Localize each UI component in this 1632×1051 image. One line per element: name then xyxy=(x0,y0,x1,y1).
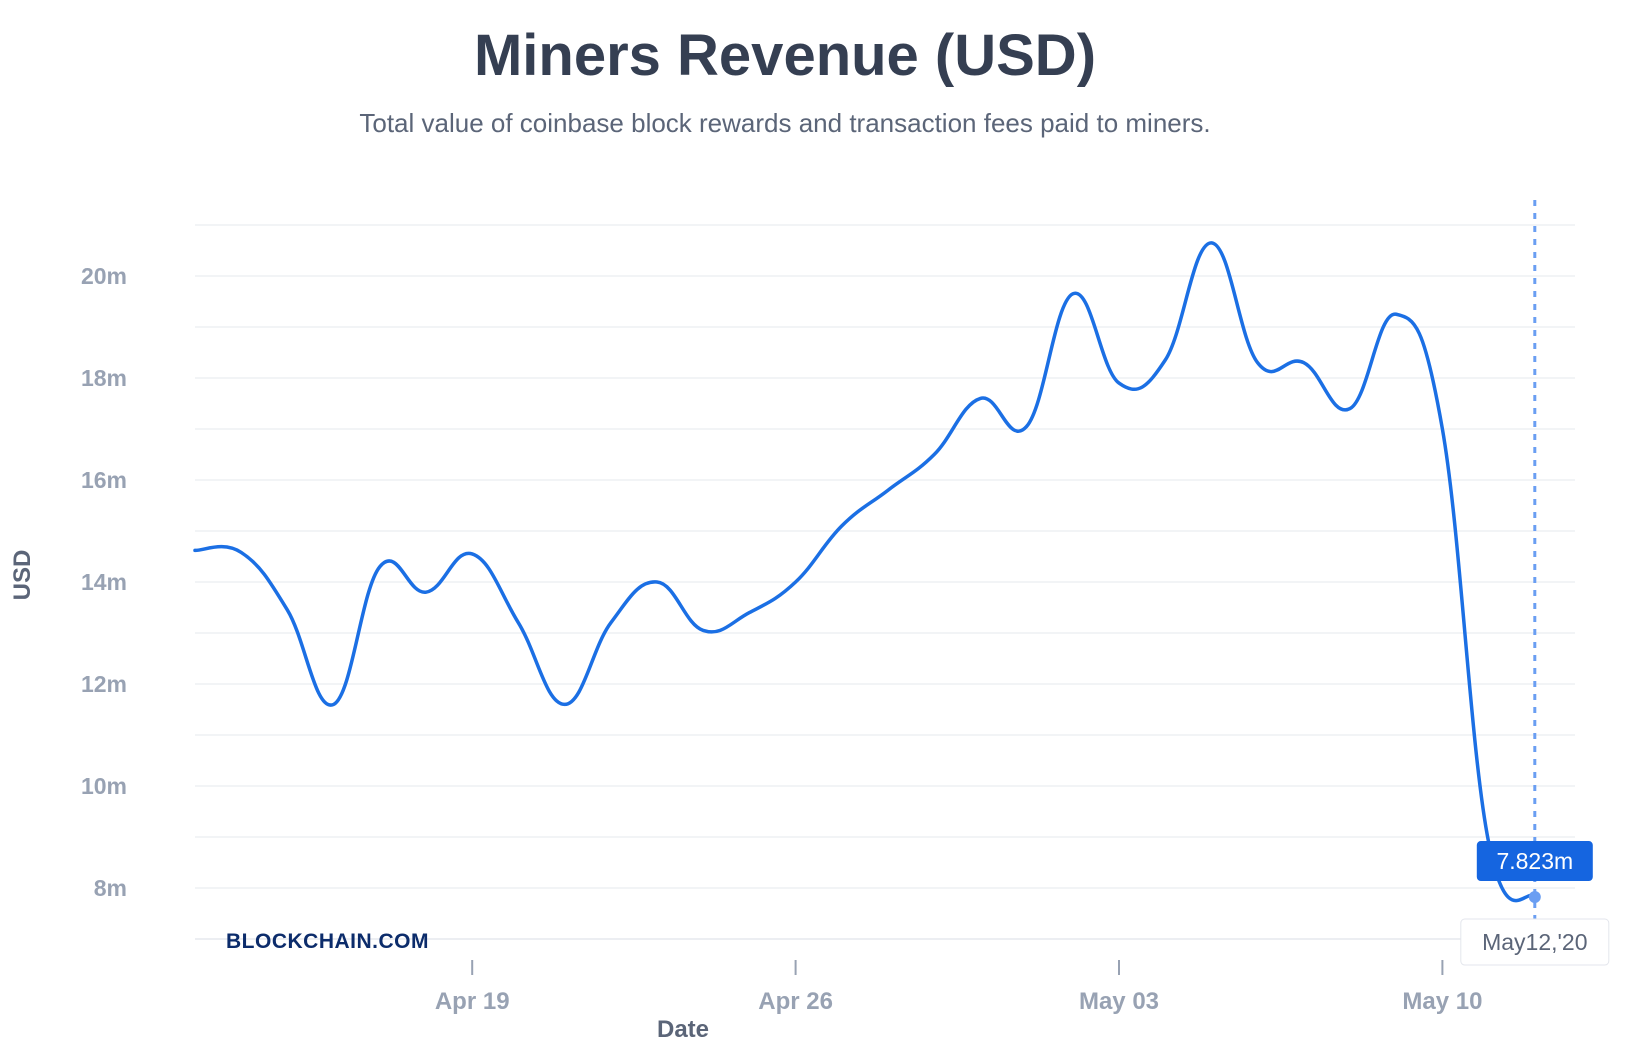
data-point xyxy=(792,578,800,586)
y-tick-label: 16m xyxy=(81,467,127,493)
data-point xyxy=(191,546,199,554)
data-point xyxy=(468,550,476,558)
data-point xyxy=(330,700,338,708)
data-point xyxy=(653,578,661,586)
data-point xyxy=(1438,425,1446,433)
data-point xyxy=(1115,379,1123,387)
x-axis-title: Date xyxy=(657,1016,709,1043)
highlight-point xyxy=(1528,891,1541,904)
x-tick-label: Apr 26 xyxy=(758,988,833,1015)
data-point xyxy=(838,522,846,530)
y-tick-label: 12m xyxy=(81,671,127,697)
chart-title: Miners Revenue (USD) xyxy=(473,23,1097,88)
series-line[interactable] xyxy=(193,241,1537,903)
data-point xyxy=(1207,239,1215,247)
blockchain-logo: BLOCKCHAIN.COM xyxy=(226,930,429,953)
x-tick-label: Apr 19 xyxy=(435,988,510,1015)
tooltip-value-box xyxy=(1476,841,1593,882)
data-point xyxy=(283,606,291,614)
tooltip-date: May12,'20 xyxy=(1482,929,1587,955)
data-point xyxy=(1069,290,1077,298)
y-axis-ticks: 8m 10m 12m 14m 16m 18m 20m xyxy=(81,263,127,901)
x-tick-label: May 10 xyxy=(1402,988,1482,1015)
y-tick-label: 18m xyxy=(81,365,127,391)
data-point xyxy=(1161,356,1169,364)
data-point xyxy=(884,486,892,494)
data-points xyxy=(191,239,1541,904)
tooltip-value: 7.823m xyxy=(1496,848,1573,874)
y-tick-label: 10m xyxy=(81,773,127,799)
data-point xyxy=(561,700,569,708)
data-point xyxy=(930,451,938,459)
data-point xyxy=(514,619,522,627)
data-point xyxy=(422,588,430,596)
data-point xyxy=(976,394,984,402)
chart-subtitle: Total value of coinbase block rewards an… xyxy=(359,108,1211,138)
x-axis-ticks: Apr 19 Apr 26 May 03 May 10 xyxy=(435,960,1482,1015)
data-point xyxy=(1392,310,1400,318)
data-point xyxy=(1346,405,1354,413)
data-point xyxy=(1300,359,1308,367)
data-point xyxy=(1254,359,1262,367)
y-tick-label: 20m xyxy=(81,263,127,289)
data-point xyxy=(745,609,753,617)
data-point xyxy=(1023,422,1031,430)
y-tick-label: 14m xyxy=(81,569,127,595)
data-point xyxy=(699,626,707,634)
tooltip: 7.823m May12,'20 xyxy=(1460,841,1610,966)
data-point xyxy=(376,563,384,571)
y-axis-title: USD xyxy=(9,550,36,601)
data-point xyxy=(607,619,615,627)
tooltip-date-box xyxy=(1460,918,1610,966)
grid-lines xyxy=(195,224,1575,940)
y-tick-label: 8m xyxy=(94,875,127,901)
data-point xyxy=(237,548,245,556)
x-tick-label: May 03 xyxy=(1079,988,1159,1015)
